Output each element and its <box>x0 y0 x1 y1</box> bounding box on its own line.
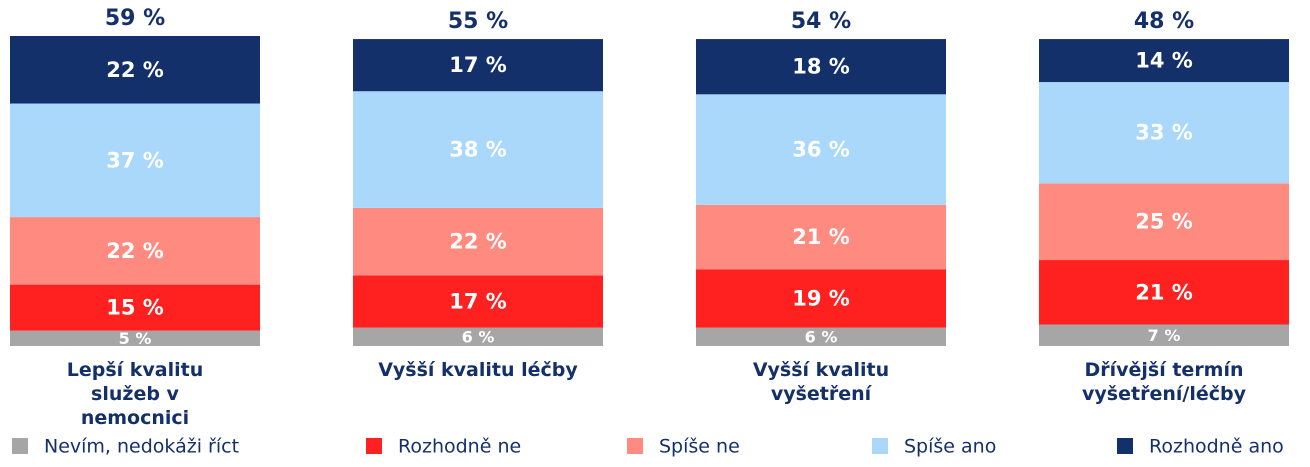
value-label: 5 % <box>119 329 152 348</box>
bar-segment <box>10 330 260 346</box>
bar-segment <box>1039 183 1289 261</box>
value-label: 17 % <box>449 53 507 77</box>
legend-label: Rozhodně ano <box>1149 436 1284 458</box>
bar-segment <box>1039 260 1289 325</box>
total-label: 48 % <box>1134 9 1194 34</box>
category-label: Lepší kvalitu služeb v nemocnici <box>66 359 204 429</box>
value-label: 18 % <box>792 55 850 79</box>
legend-label: Rozhodně ne <box>398 436 521 458</box>
value-label: 22 % <box>106 239 164 263</box>
value-label: 6 % <box>462 327 495 346</box>
value-label: 33 % <box>1135 121 1193 145</box>
value-label: 21 % <box>1135 280 1193 304</box>
bar-segment <box>1039 39 1289 83</box>
bar-segment <box>1039 82 1289 184</box>
bar-segment <box>696 39 946 95</box>
value-label: 15 % <box>106 296 164 320</box>
value-label: 22 % <box>449 230 507 254</box>
bar-segment <box>696 94 946 205</box>
legend-label: Nevím, nedokáži říct <box>44 436 239 458</box>
total-label: 55 % <box>448 9 508 34</box>
value-label: 38 % <box>449 138 507 162</box>
bar-segment <box>1039 324 1289 346</box>
bar-segment <box>353 91 603 208</box>
bar-segment <box>10 36 260 104</box>
legend-label: Spíše ano <box>904 436 996 458</box>
value-label: 19 % <box>792 286 850 310</box>
bar-segment <box>353 39 603 92</box>
legend-marker <box>627 438 643 454</box>
bar-segment <box>10 217 260 285</box>
legend-marker <box>1117 438 1133 454</box>
value-label: 37 % <box>106 148 164 172</box>
bar-segment <box>696 269 946 328</box>
value-label: 6 % <box>805 327 838 346</box>
category-label: Vyšší kvalitu léčby <box>378 359 578 381</box>
bar-segment <box>696 327 946 346</box>
value-label: 25 % <box>1135 210 1193 234</box>
bar-segment <box>353 327 603 346</box>
bar-segment <box>696 204 946 270</box>
category-label: Dřívější termín vyšetření/léčby <box>1082 359 1246 405</box>
bar-segment <box>10 284 260 331</box>
value-label: 36 % <box>792 138 850 162</box>
total-label: 54 % <box>791 9 851 34</box>
legend-marker <box>366 438 382 454</box>
value-label: 22 % <box>106 58 164 82</box>
legend-label: Spíše ne <box>659 436 740 458</box>
bar-segment <box>10 103 260 218</box>
value-label: 17 % <box>449 289 507 313</box>
legend-marker <box>872 438 888 454</box>
value-label: 14 % <box>1135 49 1193 73</box>
category-label: Vyšší kvalitu vyšetření <box>752 359 890 405</box>
bar-segment <box>353 207 603 276</box>
value-label: 7 % <box>1148 326 1181 345</box>
total-label: 59 % <box>105 6 165 31</box>
bar-segment <box>353 275 603 328</box>
value-label: 21 % <box>792 225 850 249</box>
legend-marker <box>12 438 28 454</box>
